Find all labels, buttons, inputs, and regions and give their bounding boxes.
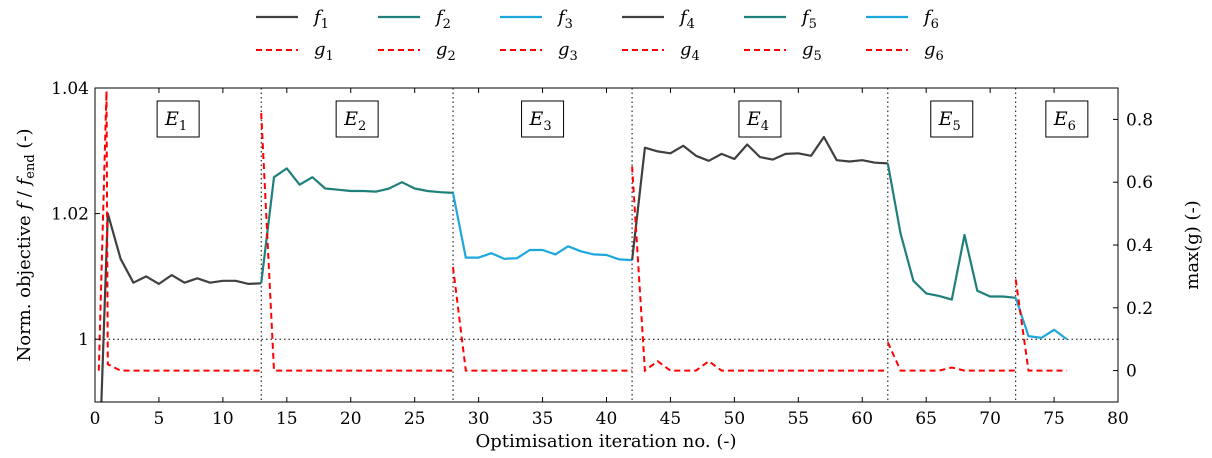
y-left-tick-label: 1.04 xyxy=(51,79,89,99)
x-tick-label: 50 xyxy=(724,409,746,429)
segment-label: E6 xyxy=(1053,108,1076,134)
x-tick-label: 75 xyxy=(1043,409,1065,429)
x-tick-label: 45 xyxy=(660,409,682,429)
x-axis: 0 5 10 15 20 25 30 35 40 45 50 55 60 65 70 75 80 xyxy=(90,88,1129,429)
legend-label-g6: g6 xyxy=(924,39,944,64)
segment-label-box xyxy=(930,100,974,138)
x-tick-label: 25 xyxy=(404,409,426,429)
y-right-tick-label: 0 xyxy=(1126,362,1137,382)
reference-lines xyxy=(95,88,1118,402)
x-tick-label: 10 xyxy=(212,409,234,429)
x-tick-label: 5 xyxy=(154,409,165,429)
x-tick-label: 35 xyxy=(532,409,554,429)
x-tick-label: 70 xyxy=(979,409,1001,429)
series-f5 xyxy=(886,163,1016,301)
x-tick-label: 15 xyxy=(276,409,298,429)
x-tick-label: 20 xyxy=(340,409,362,429)
segment-label-box xyxy=(521,100,565,138)
legend-label-g2: g2 xyxy=(436,39,456,64)
y-axis-right-label: max(g) (-) xyxy=(1182,200,1203,289)
segment-label-box xyxy=(738,100,782,138)
segment-label-box xyxy=(335,100,379,138)
y-right-tick-label: 0.4 xyxy=(1126,236,1153,256)
segment-label: E2 xyxy=(343,108,366,134)
segment-labels: E1 E2 E3 E4 E5 E6 xyxy=(156,100,1089,138)
segment-label: E5 xyxy=(938,108,961,134)
series-g3 xyxy=(452,266,633,372)
y-right-tick-label: 0.2 xyxy=(1126,299,1153,319)
x-tick-label: 40 xyxy=(596,409,618,429)
legend-label-g4: g4 xyxy=(680,39,700,64)
series-f3 xyxy=(451,192,633,262)
y-axis-left-label: Norm. objective f / fend (-) xyxy=(14,128,38,361)
series-f2 xyxy=(260,167,454,284)
segment-label: E1 xyxy=(164,108,187,134)
x-tick-label: 30 xyxy=(468,409,490,429)
x-tick-label: 0 xyxy=(90,409,101,429)
legend-label-f2: f2 xyxy=(434,7,451,32)
y-right-tick-label: 0.6 xyxy=(1126,173,1153,193)
segment-label: E3 xyxy=(528,108,551,134)
x-tick-label: 80 xyxy=(1107,409,1129,429)
segment-label-box xyxy=(156,100,200,138)
series-f6 xyxy=(1014,297,1068,341)
series-g4 xyxy=(631,166,888,373)
legend-label-g1: g1 xyxy=(314,39,334,64)
y-axis-left: 1 1.02 1.04 xyxy=(51,79,100,350)
legend-label-f3: f3 xyxy=(556,7,573,32)
series-layer xyxy=(97,91,1068,402)
legend: f1 f2 f3 f4 f5 f6 g1 g2 g3 g4 g5 g6 xyxy=(256,7,944,64)
segment-label: E4 xyxy=(746,108,769,134)
legend-label-f1: f1 xyxy=(312,7,329,32)
series-g6 xyxy=(1014,279,1067,372)
x-tick-label: 55 xyxy=(787,409,809,429)
y-right-tick-label: 0.8 xyxy=(1126,110,1153,130)
legend-label-f5: f5 xyxy=(800,7,817,32)
x-tick-label: 60 xyxy=(851,409,873,429)
legend-label-f6: f6 xyxy=(922,7,939,32)
series-g5 xyxy=(886,341,1016,372)
legend-label-g3: g3 xyxy=(558,39,578,64)
series-g2 xyxy=(260,113,453,372)
y-left-tick-label: 1.02 xyxy=(51,205,89,225)
series-f1 xyxy=(100,212,262,402)
y-left-tick-label: 1 xyxy=(78,330,89,350)
x-axis-label: Optimisation iteration no. (-) xyxy=(475,431,736,452)
legend-label-g5: g5 xyxy=(802,39,822,64)
segment-label-box xyxy=(1045,100,1089,138)
legend-label-f4: f4 xyxy=(678,7,695,32)
y-axis-right: 0 0.2 0.4 0.6 0.8 xyxy=(1113,110,1153,382)
x-tick-label: 65 xyxy=(915,409,937,429)
series-f4 xyxy=(631,135,888,261)
